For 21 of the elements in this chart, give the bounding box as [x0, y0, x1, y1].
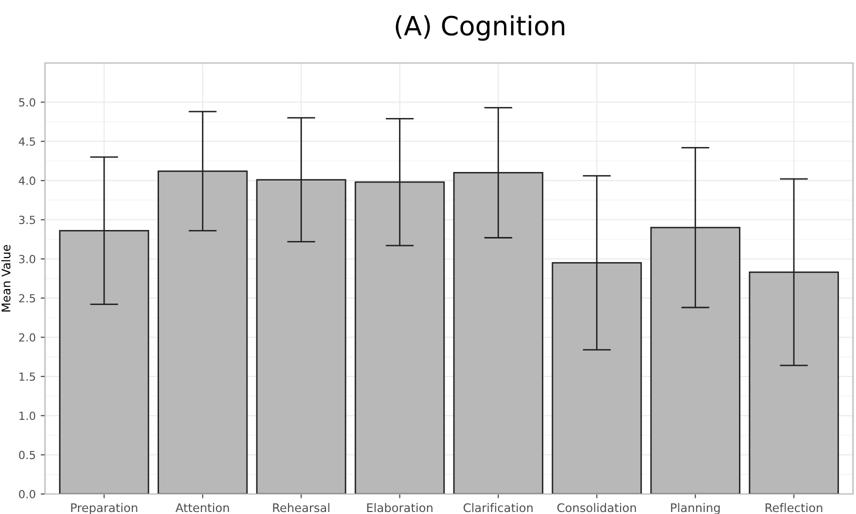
y-tick-label: 2.0 — [19, 333, 36, 342]
x-tick-label: Rehearsal — [273, 503, 330, 512]
x-tick-label: Elaboration — [367, 503, 432, 512]
y-tick-label: 3.0 — [19, 254, 36, 264]
x-tick-label: Reflection — [766, 503, 822, 512]
y-axis-title: Mean Value — [1, 244, 10, 312]
y-tick-label: 4.0 — [18, 176, 36, 185]
y-tick-label: 1.5 — [20, 372, 35, 381]
y-tick-label: 5.0 — [19, 98, 36, 107]
x-tick-label: Consolidation — [557, 503, 636, 512]
x-tick-label: Attention — [176, 503, 229, 512]
x-tick-label: Preparation — [71, 503, 138, 514]
y-tick-label: 4.5 — [18, 137, 35, 146]
x-tick-label: Clarification — [464, 503, 533, 512]
y-tick-label: 0.5 — [19, 450, 35, 460]
x-tick-label: Planning — [671, 503, 720, 514]
y-tick-label: 0.0 — [19, 490, 36, 498]
chart-title: (A) Cognition — [396, 15, 564, 41]
y-tick-label: 2.5 — [19, 294, 35, 302]
y-tick-label: 3.5 — [19, 216, 35, 224]
y-tick-label: 1.0 — [20, 412, 36, 420]
